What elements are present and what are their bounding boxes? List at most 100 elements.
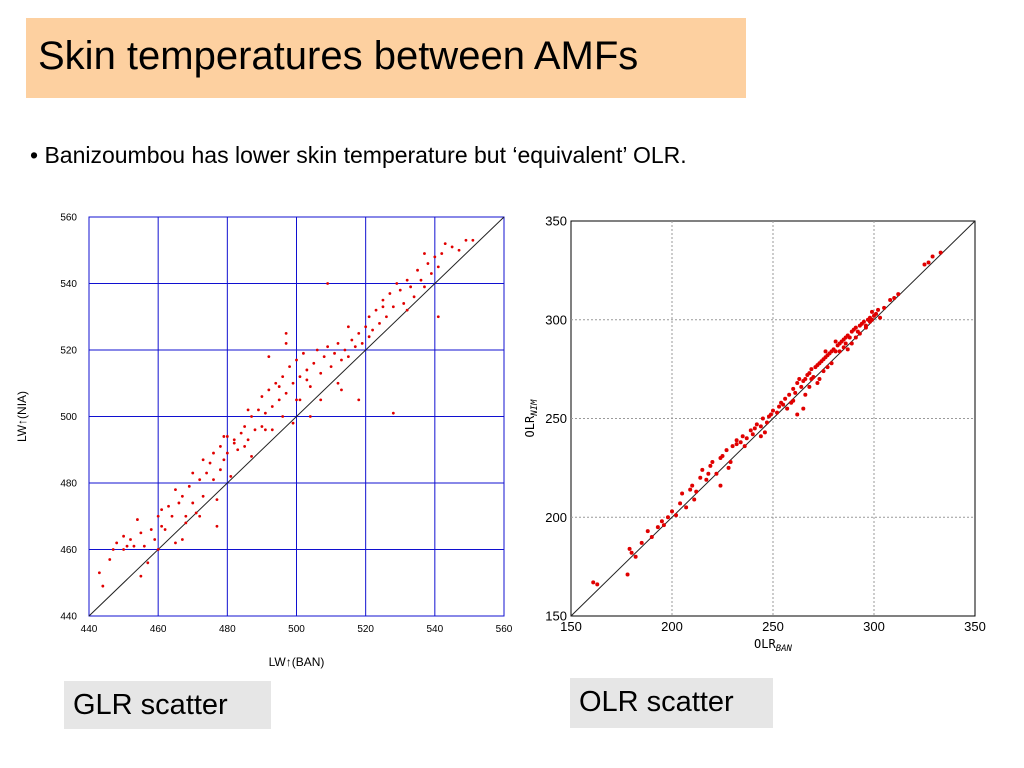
data-point — [402, 302, 406, 305]
data-point — [423, 252, 426, 255]
data-point — [156, 548, 160, 551]
data-point — [243, 445, 247, 448]
data-point — [777, 404, 782, 409]
data-point — [236, 448, 240, 452]
data-point — [305, 378, 309, 382]
data-point — [194, 511, 198, 515]
data-point — [322, 355, 326, 359]
data-point — [758, 424, 763, 429]
data-point — [817, 377, 822, 381]
data-point — [734, 438, 739, 443]
data-point — [274, 381, 278, 385]
data-point — [690, 483, 695, 488]
x-tick-label: 440 — [81, 624, 98, 635]
data-point — [163, 528, 167, 531]
data-point — [849, 341, 854, 346]
data-point — [357, 398, 361, 402]
data-point — [229, 474, 233, 478]
data-point — [225, 451, 229, 455]
data-point — [149, 528, 153, 531]
data-point — [718, 483, 723, 488]
x-tick-label: 540 — [426, 624, 443, 635]
data-point — [232, 441, 236, 445]
data-point — [215, 498, 219, 502]
data-point — [385, 315, 388, 319]
data-point — [243, 425, 247, 428]
y-axis-label-subscript: NIM — [530, 399, 540, 417]
data-point — [270, 405, 274, 408]
data-point — [809, 367, 814, 372]
data-point — [174, 541, 177, 545]
data-point — [785, 406, 790, 411]
y-tick-label: 300 — [545, 312, 567, 327]
data-point — [357, 331, 361, 335]
data-point — [198, 478, 202, 482]
data-point — [720, 454, 725, 459]
data-point — [433, 255, 437, 259]
data-point — [156, 514, 160, 518]
x-tick-label: 500 — [288, 624, 305, 635]
data-point — [125, 544, 129, 548]
data-point — [807, 371, 812, 376]
y-tick-label: 200 — [545, 510, 567, 525]
data-point — [115, 541, 119, 545]
data-point — [257, 408, 260, 412]
data-point — [829, 361, 834, 366]
data-point — [629, 550, 634, 555]
data-point — [191, 501, 195, 505]
data-point — [340, 358, 343, 362]
glr-caption: GLR scatter — [64, 681, 271, 729]
data-point — [177, 501, 181, 505]
data-point — [225, 435, 229, 438]
data-point — [748, 428, 753, 433]
data-point — [219, 468, 222, 472]
data-point — [253, 428, 257, 432]
data-point — [783, 396, 788, 401]
data-point — [187, 484, 191, 488]
data-point — [803, 377, 808, 381]
data-point — [436, 265, 440, 269]
data-point — [706, 471, 711, 476]
data-point — [416, 268, 419, 272]
data-point — [250, 415, 253, 418]
data-point — [350, 338, 354, 342]
data-point — [412, 295, 416, 299]
data-point — [267, 355, 271, 359]
data-point — [302, 351, 305, 355]
x-tick-label: 350 — [964, 619, 986, 634]
data-point — [284, 331, 288, 335]
data-point — [766, 414, 771, 419]
data-point — [833, 339, 838, 344]
data-point — [108, 558, 112, 561]
data-point — [170, 514, 174, 518]
data-point — [728, 459, 733, 464]
data-point — [329, 365, 333, 369]
data-point — [710, 459, 715, 464]
y-tick-label: 520 — [60, 346, 77, 357]
data-point — [291, 381, 295, 385]
data-point — [101, 584, 105, 588]
data-point — [340, 388, 343, 392]
data-point — [714, 471, 719, 476]
y-tick-label: 440 — [60, 612, 77, 623]
data-point — [184, 514, 188, 518]
data-point — [896, 292, 901, 297]
data-point — [277, 385, 281, 388]
data-point — [771, 408, 775, 413]
data-point — [815, 380, 820, 385]
data-point — [336, 341, 340, 345]
data-point — [853, 335, 858, 340]
data-point — [160, 508, 164, 511]
data-point — [343, 348, 347, 352]
data-point — [591, 580, 596, 585]
data-point — [787, 392, 792, 397]
data-point — [222, 435, 226, 438]
data-point — [184, 521, 188, 525]
data-point — [436, 315, 440, 319]
data-point — [336, 381, 340, 385]
data-point — [198, 514, 202, 518]
data-point — [97, 571, 101, 575]
data-point — [659, 519, 664, 524]
data-point — [823, 349, 828, 354]
data-point — [391, 411, 395, 415]
